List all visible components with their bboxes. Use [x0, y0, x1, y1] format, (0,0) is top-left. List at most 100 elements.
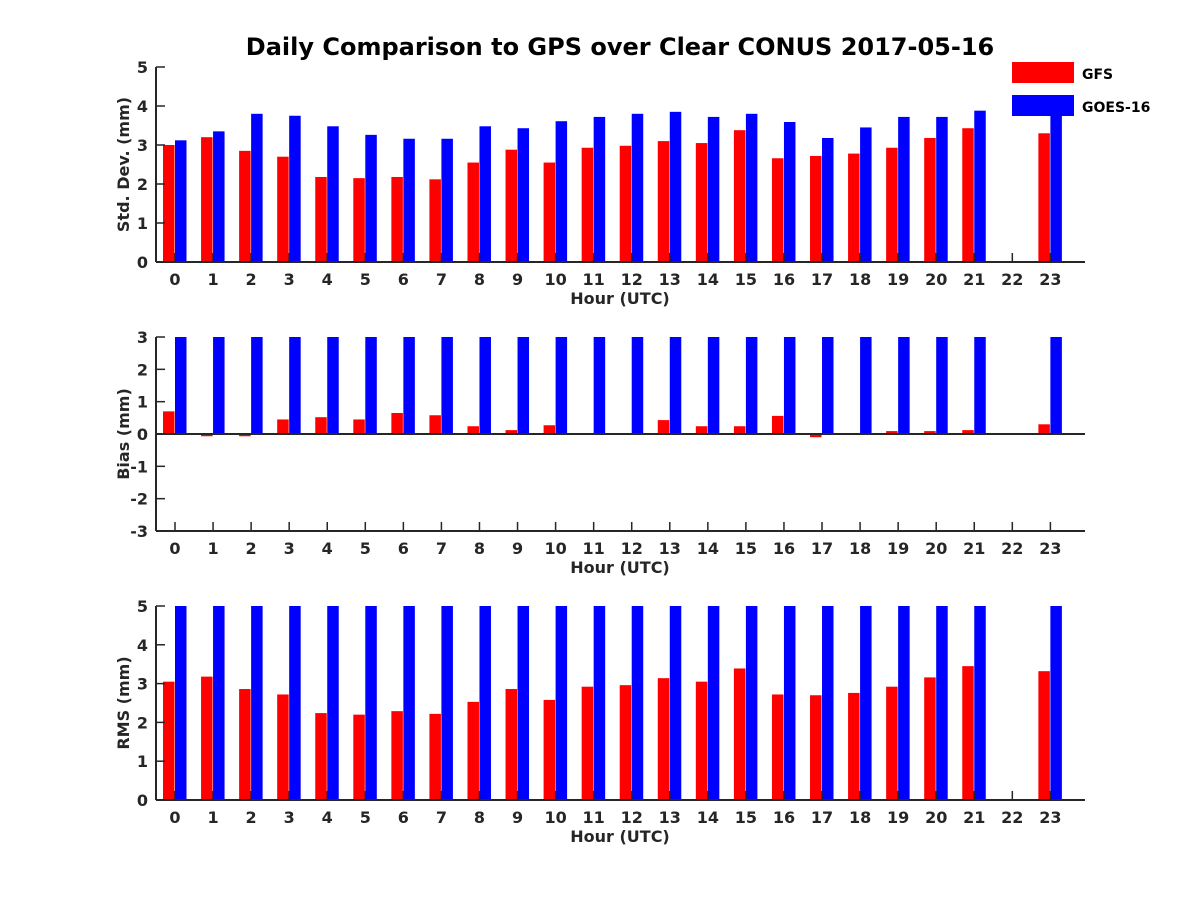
y-tick-label-rms: 5	[137, 597, 148, 616]
x-tick-label-std-dev: 5	[360, 270, 371, 289]
x-tick-label-rms: 10	[544, 808, 566, 827]
bar-bias-gfs-4	[315, 417, 327, 434]
bar-rms-gfs-0	[163, 681, 175, 800]
x-tick-label-rms: 3	[284, 808, 295, 827]
x-tick-label-std-dev: 1	[207, 270, 218, 289]
bar-bias-gfs-14	[695, 426, 708, 434]
x-tick-label-std-dev: 3	[284, 270, 295, 289]
bar-std-dev-goes16-17	[822, 137, 834, 262]
legend-label-gfs: GFS	[1082, 67, 1113, 83]
x-tick-label-std-dev: 17	[811, 270, 833, 289]
y-tick-label-rms: 0	[137, 791, 148, 810]
bar-std-dev-goes16-3	[289, 115, 301, 262]
y-tick-label-std-dev: 0	[137, 253, 148, 272]
x-tick-label-std-dev: 21	[963, 270, 985, 289]
bar-rms-goes16-19	[898, 606, 910, 800]
x-tick-label-rms: 15	[735, 808, 757, 827]
x-tick-label-std-dev: 7	[436, 270, 447, 289]
x-tick-label-rms: 0	[169, 808, 180, 827]
x-tick-label-std-dev: 0	[169, 270, 180, 289]
bar-std-dev-gfs-21	[962, 128, 974, 262]
bar-bias-goes16-10	[555, 337, 568, 434]
y-tick-label-bias: -1	[130, 457, 148, 476]
bar-std-dev-goes16-18	[860, 127, 872, 262]
bar-bias-gfs-2	[239, 434, 251, 437]
bar-rms-gfs-13	[657, 678, 670, 800]
bar-bias-goes16-13	[669, 337, 682, 434]
x-tick-label-rms: 18	[849, 808, 871, 827]
bar-bias-goes16-15	[745, 337, 758, 434]
legend-swatch-goes16	[1012, 95, 1074, 116]
x-tick-label-std-dev: 12	[621, 270, 643, 289]
bar-rms-goes16-16	[783, 606, 796, 800]
bar-bias-gfs-7	[429, 415, 441, 434]
x-tick-label-rms: 6	[398, 808, 409, 827]
x-tick-label-bias: 6	[398, 539, 409, 558]
x-tick-label-std-dev: 10	[544, 270, 566, 289]
bar-bias-gfs-17	[810, 434, 822, 438]
bar-bias-goes16-11	[593, 337, 606, 434]
bars-std-dev	[163, 98, 1062, 262]
y-tick-label-std-dev: 2	[137, 175, 148, 194]
bar-bias-gfs-23	[1038, 424, 1050, 434]
bar-bias-goes16-19	[898, 337, 910, 434]
bar-std-dev-goes16-5	[365, 134, 377, 262]
bar-std-dev-goes16-13	[669, 111, 682, 262]
bar-std-dev-gfs-6	[391, 176, 403, 262]
x-tick-label-std-dev: 8	[474, 270, 485, 289]
bar-rms-gfs-10	[543, 699, 556, 800]
bar-rms-goes16-2	[251, 606, 263, 800]
bar-bias-gfs-5	[353, 419, 365, 434]
y-tick-label-bias: 3	[137, 328, 148, 347]
x-tick-label-bias: 21	[963, 539, 985, 558]
y-axis-label-std-dev: Std. Dev. (mm)	[114, 97, 133, 232]
bar-rms-gfs-5	[353, 714, 365, 800]
bar-rms-gfs-7	[429, 713, 441, 800]
x-tick-label-rms: 23	[1039, 808, 1061, 827]
bar-bias-gfs-1	[201, 434, 213, 437]
x-tick-label-bias: 18	[849, 539, 871, 558]
bar-std-dev-gfs-23	[1038, 133, 1050, 262]
y-tick-label-bias: 0	[137, 425, 148, 444]
x-axis-label-std-dev: Hour (UTC)	[570, 289, 670, 308]
bar-rms-goes16-14	[707, 606, 720, 800]
x-tick-label-bias: 15	[735, 539, 757, 558]
bar-std-dev-gfs-1	[201, 137, 213, 262]
x-tick-label-bias: 16	[773, 539, 795, 558]
bar-std-dev-goes16-11	[593, 116, 606, 262]
x-tick-label-rms: 13	[659, 808, 681, 827]
x-tick-label-std-dev: 22	[1001, 270, 1023, 289]
bar-rms-gfs-3	[277, 694, 289, 800]
bar-bias-goes16-9	[517, 337, 530, 434]
y-tick-label-std-dev: 1	[137, 214, 148, 233]
x-tick-label-bias: 8	[474, 539, 485, 558]
bar-rms-gfs-8	[467, 701, 479, 800]
bar-rms-goes16-4	[327, 606, 339, 800]
bar-rms-gfs-19	[886, 686, 898, 800]
x-axis-label-rms: Hour (UTC)	[570, 827, 670, 846]
bar-std-dev-gfs-2	[239, 150, 251, 262]
bar-bias-goes16-6	[403, 337, 415, 434]
x-tick-label-bias: 1	[207, 539, 218, 558]
x-tick-label-std-dev: 9	[512, 270, 523, 289]
bar-std-dev-goes16-19	[898, 116, 910, 262]
bar-rms-goes16-8	[479, 606, 491, 800]
bar-rms-goes16-6	[403, 606, 415, 800]
bar-bias-goes16-16	[783, 337, 796, 434]
bar-std-dev-goes16-1	[213, 131, 225, 262]
bar-std-dev-gfs-4	[315, 176, 327, 262]
chart-title: Daily Comparison to GPS over Clear CONUS…	[246, 33, 994, 61]
x-tick-label-bias: 13	[659, 539, 681, 558]
bar-rms-gfs-1	[201, 676, 213, 800]
bar-std-dev-gfs-17	[810, 155, 822, 262]
y-tick-label-bias: 2	[137, 360, 148, 379]
bar-rms-goes16-18	[860, 606, 872, 800]
x-tick-label-rms: 12	[621, 808, 643, 827]
x-tick-label-bias: 14	[697, 539, 719, 558]
bar-rms-goes16-10	[555, 606, 568, 800]
bar-bias-gfs-20	[924, 431, 936, 434]
bar-bias-goes16-8	[479, 337, 491, 434]
bar-bias-goes16-3	[289, 337, 301, 434]
